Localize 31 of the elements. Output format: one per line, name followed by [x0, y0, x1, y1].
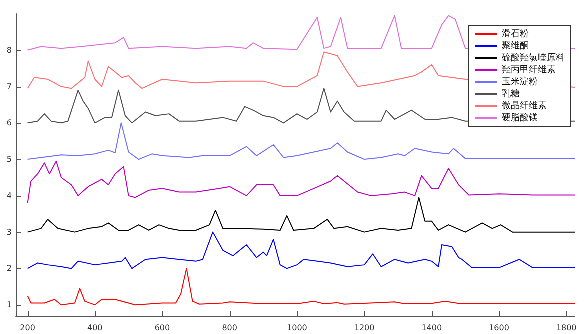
line-series — [27, 160, 576, 204]
y-tick-label: 8 — [6, 46, 12, 55]
legend-label: 微晶纤维素 — [502, 100, 547, 112]
legend-label: 乳糖 — [502, 88, 520, 100]
legend-label: 玉米淀粉 — [502, 76, 538, 88]
x-tick-label: 800 — [222, 324, 238, 332]
legend-label: 羟丙甲纤维素 — [502, 64, 556, 76]
y-tick-label: 3 — [6, 228, 12, 237]
x-tick-label: 400 — [87, 324, 103, 332]
y-tick-label: 4 — [6, 191, 12, 200]
x-tick-label: 1000 — [287, 324, 308, 332]
legend-label: 聚维酮 — [502, 40, 529, 52]
x-tick-label: 1400 — [422, 324, 442, 332]
line-series — [27, 197, 576, 233]
x-tick-label: 1600 — [489, 324, 510, 332]
y-tick-label: 5 — [6, 155, 12, 164]
y-tick-label: 2 — [6, 264, 12, 274]
line-series — [27, 232, 576, 270]
y-tick-label: 1 — [6, 300, 12, 310]
x-tick-label: 1200 — [354, 324, 375, 332]
line-series — [27, 122, 576, 160]
legend-label: 硬脂酸镁 — [502, 112, 538, 124]
x-tick-label: 200 — [20, 324, 36, 332]
y-tick-label: 7 — [6, 82, 12, 92]
x-tick-label: 600 — [154, 324, 170, 332]
legend-label: 滑石粉 — [502, 28, 529, 40]
legend-label: 硫酸羟氯喹原料 — [502, 52, 565, 64]
line-series — [27, 268, 576, 306]
x-tick-label: 1800 — [556, 324, 577, 332]
line-series — [27, 88, 576, 124]
y-tick-label: 6 — [6, 118, 12, 128]
